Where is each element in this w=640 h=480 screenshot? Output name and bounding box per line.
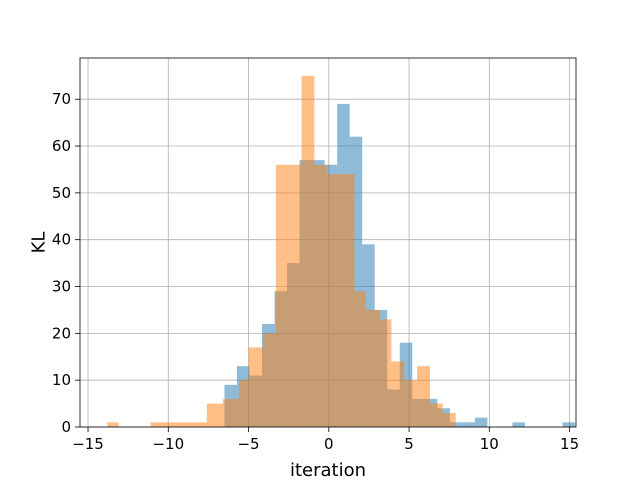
histogram-bar-series-2 <box>417 366 430 427</box>
x-tick-label: −10 <box>152 435 184 453</box>
y-tick-label: 60 <box>52 137 71 155</box>
x-tick-label: 10 <box>480 435 499 453</box>
histogram-bar-series-1 <box>512 422 525 427</box>
axis-ticks: −15 −10 −5 0 5 10 15 0 10 20 30 40 50 60 70 <box>52 90 579 453</box>
y-axis-label: KL <box>28 232 49 254</box>
x-tick-label: 5 <box>404 435 414 453</box>
histogram-bar-series-2 <box>262 333 276 427</box>
histogram-bar-series-2 <box>365 309 381 427</box>
y-tick-label: 30 <box>52 278 71 296</box>
histogram-bar-series-2 <box>238 380 249 427</box>
y-tick-label: 10 <box>52 371 71 389</box>
histogram-bar-series-2 <box>222 398 239 427</box>
histogram-bar-series-2 <box>340 174 355 427</box>
y-tick-label: 40 <box>52 231 71 249</box>
histogram-bar-series-2 <box>314 164 328 428</box>
y-tick-label: 70 <box>52 90 71 108</box>
histogram-bar-series-2 <box>380 319 392 427</box>
histogram-bar-series-1 <box>449 422 463 427</box>
x-tick-label: 0 <box>324 435 334 453</box>
y-tick-label: 50 <box>52 184 71 202</box>
plot-frame <box>79 57 577 428</box>
histogram-bar-series-2 <box>391 361 405 427</box>
y-tick-label: 20 <box>52 324 71 342</box>
histogram-bar-series-2 <box>301 75 315 427</box>
bars <box>107 75 576 428</box>
histogram-bar-series-2 <box>288 164 302 428</box>
histogram-bar-series-2 <box>275 164 289 428</box>
histogram-bar-series-2 <box>404 380 418 427</box>
x-tick-label: −15 <box>72 435 104 453</box>
histogram-bar-series-2 <box>442 412 456 427</box>
y-tick-label: 0 <box>61 418 71 436</box>
x-axis-label: iteration <box>290 460 366 480</box>
histogram-bar-series-2 <box>206 403 223 427</box>
histogram-bar-series-2 <box>429 403 443 427</box>
histogram-bar-series-1 <box>562 422 576 427</box>
histogram-bar-series-2 <box>327 174 341 427</box>
histogram-bar-series-2 <box>150 422 207 427</box>
x-tick-label: 15 <box>560 435 579 453</box>
histogram-bar-series-2 <box>354 291 366 427</box>
histogram-bar-series-1 <box>462 422 475 427</box>
histogram-bar-series-2 <box>107 422 119 427</box>
histogram-bar-series-2 <box>248 347 263 427</box>
x-tick-label: −5 <box>237 435 259 453</box>
histogram-bar-series-1 <box>474 417 488 427</box>
